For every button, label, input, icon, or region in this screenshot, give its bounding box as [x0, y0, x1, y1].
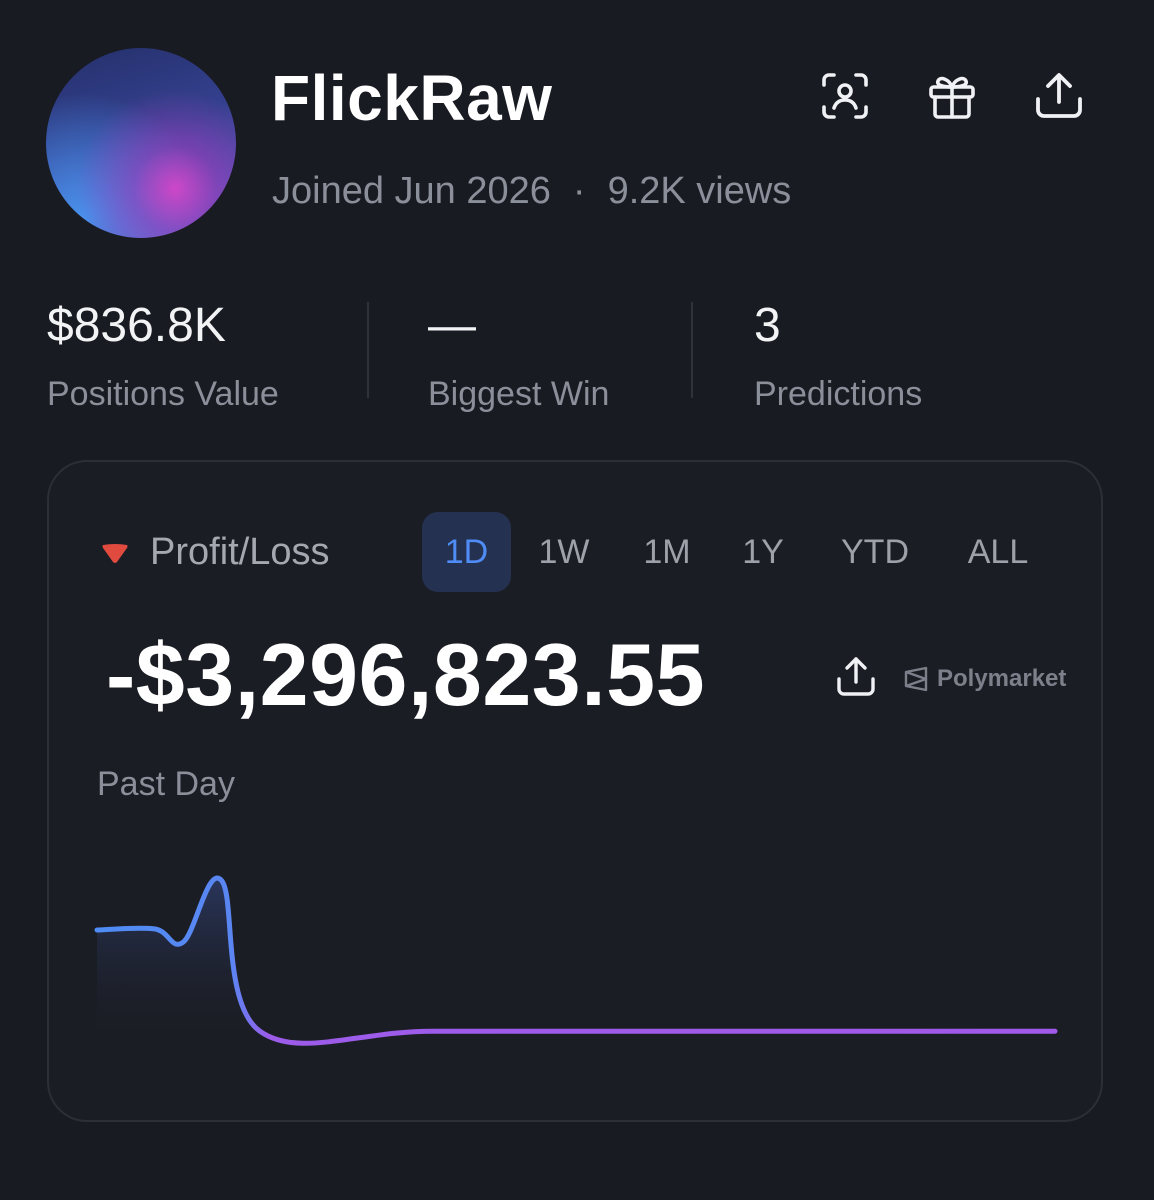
avatar[interactable] — [46, 48, 236, 238]
tab-1m[interactable]: 1M — [643, 533, 691, 571]
stat-label: Biggest Win — [428, 375, 610, 413]
stat-predictions: 3 Predictions — [754, 296, 922, 416]
stat-value: 3 — [754, 299, 781, 352]
pnl-label: Profit/Loss — [150, 531, 330, 573]
polymarket-text: Polymarket — [937, 665, 1067, 692]
chart-area-fill — [97, 878, 1055, 1044]
joined-date: Joined Jun 2026 — [272, 170, 551, 212]
tab-1w[interactable]: 1W — [538, 533, 590, 571]
gift-icon — [929, 76, 975, 119]
share-profile-button[interactable] — [1031, 68, 1087, 124]
username: FlickRaw — [271, 62, 553, 134]
down-triangle-icon — [102, 544, 128, 563]
pnl-value: -$3,296,823.55 — [106, 625, 706, 724]
share-icon — [1036, 73, 1082, 118]
stat-value: — — [428, 299, 476, 352]
view-count: 9.2K views — [607, 170, 792, 212]
stat-biggest-win: — Biggest Win — [428, 296, 609, 416]
tab-1d[interactable]: 1D — [422, 512, 511, 592]
polymarket-brand: Polymarket — [903, 662, 1066, 696]
tab-all[interactable]: ALL — [967, 533, 1029, 571]
scan-user-icon — [822, 73, 868, 119]
tab-ytd[interactable]: YTD — [841, 533, 909, 571]
meta-separator: · — [572, 170, 586, 212]
stat-positions-value: $836.8K Positions Value — [47, 296, 279, 416]
stat-value: $836.8K — [47, 299, 226, 352]
stat-divider — [691, 302, 693, 398]
share-pnl-icon[interactable] — [832, 652, 880, 700]
profile-meta: Joined Jun 2026 · 9.2K views — [272, 166, 791, 216]
stat-label: Predictions — [754, 375, 923, 413]
stat-divider — [367, 302, 369, 398]
stat-label: Positions Value — [47, 375, 279, 413]
gift-button[interactable] — [924, 68, 980, 124]
scan-user-button[interactable] — [817, 68, 873, 124]
polymarket-logo-icon — [904, 666, 928, 692]
chart-series-line — [94, 875, 1058, 1046]
tab-1y[interactable]: 1Y — [742, 533, 784, 571]
period-label: Past Day — [97, 765, 235, 803]
